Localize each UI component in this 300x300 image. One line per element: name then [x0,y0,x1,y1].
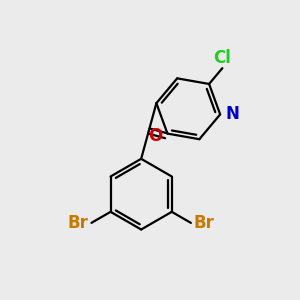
Text: N: N [226,105,239,123]
Text: Br: Br [194,214,215,232]
Text: Cl: Cl [213,49,231,67]
Text: Br: Br [68,214,88,232]
Text: O: O [148,127,162,145]
